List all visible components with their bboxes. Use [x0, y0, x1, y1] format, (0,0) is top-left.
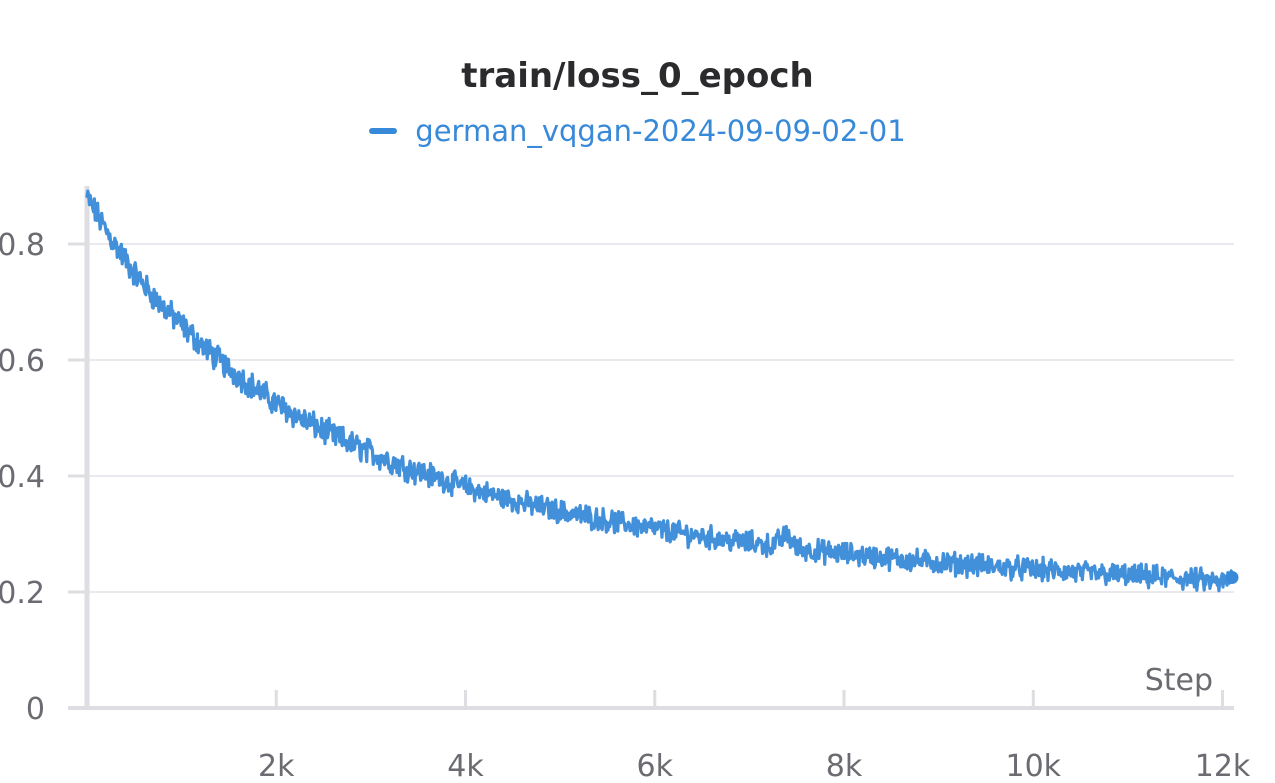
axes	[68, 186, 1234, 710]
y-tick-labels: 0 0.2 0.4 0.6 0.8	[0, 228, 45, 727]
legend-swatch	[369, 128, 398, 134]
x-axis-label: Step	[1145, 663, 1213, 698]
y-tick-label: 0.6	[0, 344, 45, 379]
x-tick-label: 12k	[1195, 749, 1251, 783]
legend[interactable]: german_vqgan-2024-09-09-02-01	[0, 114, 1275, 148]
y-tick-label: 0.8	[0, 228, 45, 263]
series-line[interactable]	[85, 189, 1234, 593]
chart-title: train/loss_0_epoch	[461, 56, 814, 96]
y-tick-label: 0.4	[0, 460, 45, 495]
series-lines	[85, 189, 1239, 593]
y-tick-label: 0	[26, 692, 45, 727]
y-tick-label: 0.2	[0, 576, 45, 611]
x-tick-label: 2k	[258, 749, 295, 783]
x-tick-label: 4k	[447, 749, 484, 783]
x-tick-label: 10k	[1006, 749, 1062, 783]
grid-lines	[87, 243, 1234, 593]
series-endpoint-marker[interactable]	[1225, 571, 1239, 584]
x-tick-labels: 2k 4k 6k 8k 10k 12k	[258, 749, 1251, 783]
legend-series-label: german_vqgan-2024-09-09-02-01	[415, 114, 906, 148]
x-tick-label: 8k	[826, 749, 863, 783]
x-tick-label: 6k	[637, 749, 674, 783]
